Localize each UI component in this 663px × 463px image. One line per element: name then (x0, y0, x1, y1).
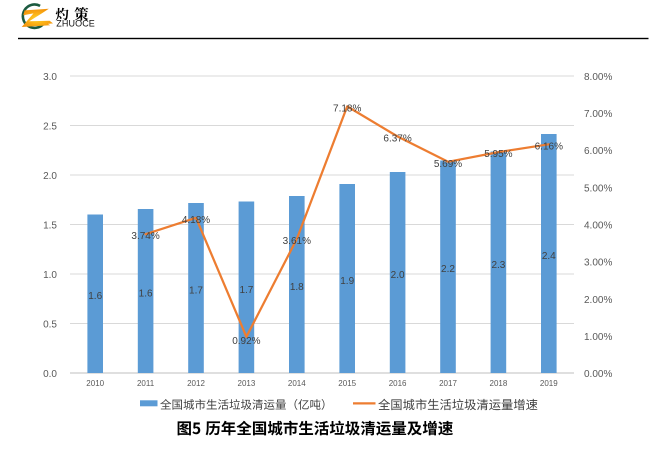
svg-text:2.2: 2.2 (441, 264, 455, 275)
svg-text:2.0: 2.0 (43, 171, 57, 182)
svg-text:0.00%: 0.00% (584, 369, 612, 380)
svg-text:2016: 2016 (389, 379, 407, 388)
svg-text:2014: 2014 (288, 379, 306, 388)
svg-text:2.3: 2.3 (491, 260, 505, 271)
svg-text:2017: 2017 (439, 379, 457, 388)
svg-text:2.0: 2.0 (391, 270, 405, 281)
svg-text:3.00%: 3.00% (584, 258, 612, 269)
svg-text:1.0: 1.0 (43, 270, 57, 281)
svg-text:5.69%: 5.69% (434, 159, 462, 170)
svg-text:7.18%: 7.18% (333, 103, 361, 114)
svg-text:8.00%: 8.00% (584, 72, 612, 83)
svg-text:1.7: 1.7 (189, 286, 203, 297)
svg-text:1.8: 1.8 (290, 282, 304, 293)
svg-text:1.7: 1.7 (239, 285, 253, 296)
svg-text:2.00%: 2.00% (584, 295, 612, 306)
svg-text:1.6: 1.6 (139, 289, 153, 300)
svg-text:4.00%: 4.00% (584, 221, 612, 232)
svg-text:2013: 2013 (238, 379, 256, 388)
svg-text:1.5: 1.5 (43, 221, 57, 232)
svg-text:5.00%: 5.00% (584, 183, 612, 194)
svg-text:6.16%: 6.16% (535, 141, 563, 152)
svg-text:2010: 2010 (86, 379, 104, 388)
svg-text:3.74%: 3.74% (131, 231, 159, 242)
svg-text:7.00%: 7.00% (584, 109, 612, 120)
svg-text:2018: 2018 (490, 379, 508, 388)
svg-text:3.0: 3.0 (43, 72, 57, 83)
svg-text:2011: 2011 (137, 379, 155, 388)
svg-text:1.00%: 1.00% (584, 332, 612, 343)
svg-text:2.4: 2.4 (542, 251, 556, 262)
svg-text:5.95%: 5.95% (484, 149, 512, 160)
svg-text:0.5: 0.5 (43, 320, 57, 331)
svg-text:3.61%: 3.61% (283, 236, 311, 247)
svg-text:1.9: 1.9 (340, 276, 354, 287)
svg-text:1.6: 1.6 (88, 291, 102, 302)
svg-text:2019: 2019 (540, 379, 558, 388)
svg-text:2.5: 2.5 (43, 122, 57, 133)
svg-text:6.37%: 6.37% (383, 134, 411, 145)
svg-text:2015: 2015 (338, 379, 356, 388)
svg-text:2012: 2012 (187, 379, 205, 388)
svg-text:ZHUOCE: ZHUOCE (56, 19, 95, 29)
svg-text:4.18%: 4.18% (182, 215, 210, 226)
svg-text:0.0: 0.0 (43, 369, 57, 380)
svg-text:6.00%: 6.00% (584, 146, 612, 157)
svg-text:0.92%: 0.92% (232, 336, 260, 347)
